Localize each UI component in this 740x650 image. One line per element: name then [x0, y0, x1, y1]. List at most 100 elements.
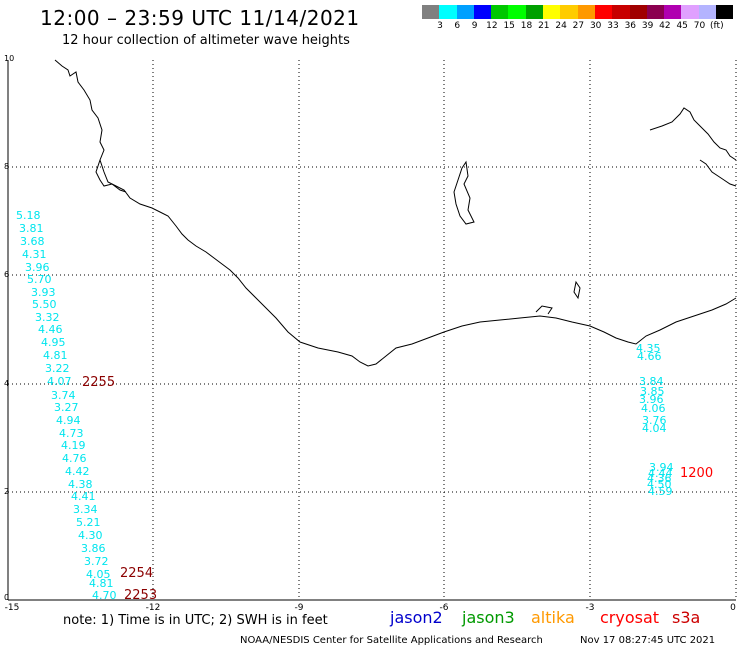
legend-swatch	[716, 5, 734, 19]
y-tick-0: 0	[4, 593, 10, 602]
y-tick-8: 8	[4, 162, 10, 171]
wave-height-value: 4.59	[648, 485, 673, 498]
legend-label: 39	[641, 21, 654, 31]
wave-height-value: 3.22	[45, 362, 70, 375]
sat-jason2: jason2	[390, 608, 443, 627]
wave-height-value: 4.42	[65, 465, 90, 478]
wave-height-value: 4.05	[86, 568, 111, 581]
wave-height-value: 3.68	[20, 235, 45, 248]
legend-swatch	[543, 5, 561, 19]
legend-swatch	[577, 5, 595, 19]
legend-label: 6	[454, 21, 461, 31]
legend-swatch	[698, 5, 717, 19]
wave-height-value: 3.81	[19, 222, 44, 235]
legend-swatch	[473, 5, 492, 19]
legend-swatch	[664, 5, 682, 19]
wave-height-value: 3.32	[35, 311, 60, 324]
grid-lines	[8, 60, 737, 600]
x-tick-0: 0	[730, 603, 736, 613]
wave-height-value: 4.06	[641, 402, 666, 415]
sat-cryosat: cryosat	[600, 608, 660, 627]
wave-height-value: 3.74	[51, 389, 76, 402]
wave-height-value: 4.94	[56, 414, 81, 427]
wave-height-value: 5.70	[27, 273, 52, 286]
wave-height-value: 4.35	[636, 342, 661, 355]
map-title: 12:00 – 23:59 UTC 11/14/2021	[40, 6, 360, 30]
wave-height-value: 3.34	[73, 503, 98, 516]
wave-height-value: 4.19	[61, 439, 86, 452]
wave-height-value: 3.85	[640, 385, 665, 398]
map-subtitle: 12 hour collection of altimeter wave hei…	[62, 33, 350, 48]
legend-swatch	[422, 5, 440, 19]
wave-height-value: 4.50	[647, 478, 672, 491]
y-tick-6: 6	[4, 270, 10, 279]
time-label-2254: 2254	[120, 566, 154, 581]
sat-altika: altika	[531, 608, 575, 627]
wave-height-value: 4.81	[89, 577, 114, 590]
legend-unit: (ft)	[710, 21, 724, 31]
footer-timestamp: Nov 17 08:27:45 UTC 2021	[580, 635, 716, 646]
legend-swatch	[439, 5, 457, 19]
legend-swatch	[594, 5, 613, 19]
legend-label: 9	[471, 21, 478, 31]
legend-swatch	[456, 5, 474, 19]
legend-label: 36	[624, 21, 637, 31]
wave-height-value: 4.30	[78, 529, 103, 542]
wave-height-value: 5.21	[76, 516, 101, 529]
legend-label: 12	[486, 21, 498, 31]
legend-label: 27	[572, 21, 585, 31]
wave-height-value: 4.41	[71, 490, 96, 503]
legend-label: 21	[538, 21, 550, 31]
wave-height-value: 3.72	[84, 555, 109, 568]
wave-height-value: 3.84	[639, 375, 664, 388]
x-tick-minus15: -15	[4, 603, 20, 613]
legend-label: 30	[589, 21, 602, 31]
legend-label: 18	[520, 21, 533, 31]
wave-height-value: 3.96	[639, 393, 664, 406]
wave-height-value: 4.81	[43, 349, 68, 362]
legend-swatch	[491, 5, 509, 19]
wave-height-value: 3.94	[649, 461, 674, 474]
y-tick-2: 2	[4, 487, 10, 496]
wave-height-value: 3.76	[642, 414, 667, 427]
sat-s3a: s3a	[672, 608, 701, 627]
coastline-northeast	[649, 107, 737, 161]
legend-label: 15	[503, 21, 515, 31]
footnote: note: 1) Time is in UTC; 2) SWH is in fe…	[63, 613, 328, 628]
wave-height-value: 3.86	[81, 542, 106, 555]
wave-height-value: 4.07	[47, 375, 72, 388]
legend-swatch	[646, 5, 665, 19]
x-tick-minus6: -6	[439, 603, 449, 613]
sat-jason3: jason3	[462, 608, 515, 627]
legend-swatch	[681, 5, 699, 19]
time-label-2255: 2255	[82, 375, 116, 390]
x-tick-minus9: -9	[294, 603, 304, 613]
wave-height-value: 4.46	[38, 323, 63, 336]
coastline-tail	[95, 159, 127, 193]
coastline	[54, 59, 737, 367]
wave-height-value: 4.73	[59, 427, 84, 440]
island-central	[453, 160, 475, 225]
wave-height-value: 4.36	[647, 472, 672, 485]
wave-height-value: 4.44	[648, 467, 673, 480]
wave-height-value: 4.31	[22, 248, 47, 261]
legend-label: 45	[676, 21, 688, 31]
wave-height-value: 4.95	[41, 336, 66, 349]
x-tick-minus3: -3	[585, 603, 595, 613]
wave-height-value: 4.38	[68, 478, 93, 491]
legend-label: 70	[693, 21, 706, 31]
wave-height-value: 3.96	[25, 261, 50, 274]
time-label-1200: 1200	[680, 466, 714, 481]
legend-swatch	[612, 5, 630, 19]
wave-height-value: 5.50	[32, 298, 57, 311]
x-tick-minus12: -12	[145, 603, 161, 613]
footer-credit: NOAA/NESDIS Center for Satellite Applica…	[240, 635, 543, 646]
legend-label: 3	[437, 21, 443, 31]
y-tick-4: 4	[4, 379, 10, 388]
legend-label: 33	[607, 21, 619, 31]
time-label-2253: 2253	[124, 588, 158, 603]
legend-label: 24	[555, 21, 567, 31]
legend-swatch	[525, 5, 544, 19]
wave-height-value: 4.66	[637, 350, 662, 363]
